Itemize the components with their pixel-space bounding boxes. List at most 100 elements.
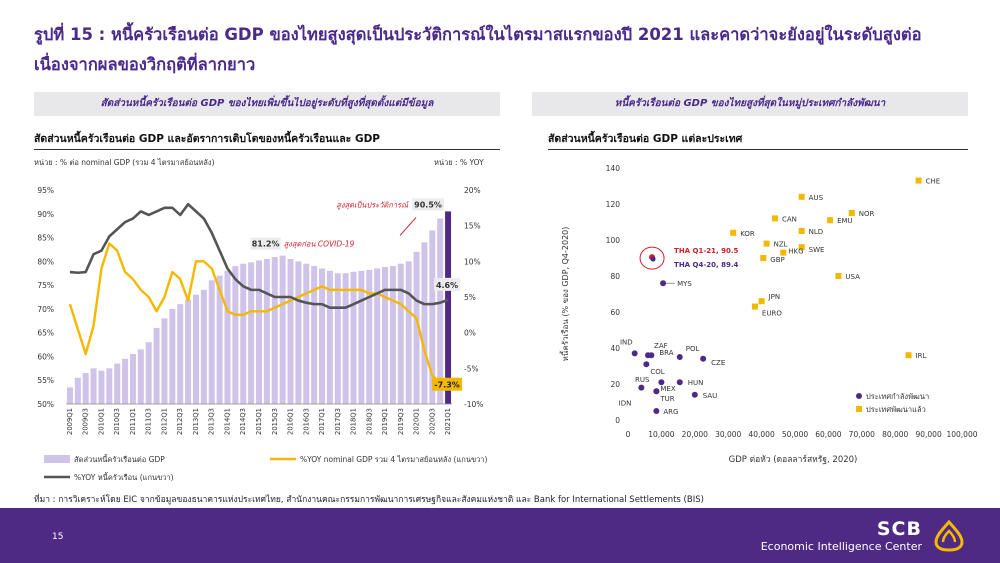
point-label: MEX [660,385,675,393]
point-label: ARG [663,408,678,416]
x-tick-label: 2014Q3 [239,408,247,435]
bar [389,266,396,404]
bar [382,267,389,404]
debt-yoy-line [69,202,449,309]
legend-swatch-developed [856,406,862,412]
point-developing [676,379,683,386]
y-right-tick-label: 5% [464,293,476,302]
point-label: COL [650,368,664,376]
y-right-tick-label: 0% [464,329,476,338]
point-label: RUS [635,376,650,384]
bar [311,266,318,404]
point-developed [758,298,765,305]
callout-bg-73 [432,377,463,391]
legend-label-developing: ประเทศกำลังพัฒนา [866,392,929,401]
bar [129,354,136,404]
bar [319,268,326,404]
x-tick-label: 50,000 [782,430,808,439]
point-label: SWE [809,246,825,254]
x-tick-label: 2010Q1 [97,408,105,435]
y-right-tick-label: -5% [464,364,479,373]
bar [421,242,428,404]
bar [405,261,412,404]
y-right-tick-label: -10% [464,400,483,409]
point-label: IND [620,338,633,346]
x-tick-label: 2017Q1 [318,408,326,435]
x-tick-label: 2017Q3 [334,408,342,435]
x-tick-label: 40,000 [748,430,774,439]
point-developed [751,303,758,310]
x-tick-label: 2012Q1 [160,408,168,435]
bar [358,270,365,404]
point-developing [653,388,660,395]
left-subhead: สัดส่วนหนี้ครัวเรือนต่อ GDP ของไทยเพิ่มข… [34,92,500,116]
x-tick-label: 2016Q1 [287,408,295,435]
x-tick-label: 20,000 [682,430,708,439]
point-label: NLD [809,228,824,236]
bar [366,269,373,404]
point-developed [905,352,912,359]
bar [437,218,444,404]
brand-subtitle: Economic Intelligence Center [760,540,922,553]
point-thailand-q4 [650,256,656,262]
x-tick-label: 2018Q1 [350,408,358,435]
y-tick-label: 60 [610,308,620,317]
point-developed [730,229,737,236]
point-label-thailand-q4: THA Q4-20, 89.4 [674,261,738,269]
bar [256,260,262,404]
y-tick-label: 0 [615,416,620,425]
x-tick-label: 2012Q3 [176,408,184,435]
bar [334,273,341,404]
bar [263,258,270,404]
x-tick-label: 90,000 [915,430,941,439]
callout-value-905: 90.5% [414,200,442,209]
point-label: HUN [688,379,704,387]
x-tick-label: 2011Q3 [145,408,153,435]
legend-swatch-developing [856,393,862,399]
bar [350,271,357,404]
callout-arrow [399,217,417,236]
bar [208,280,215,404]
footer-bar: 15 SCB Economic Intelligence Center [0,508,1000,563]
point-developed [798,193,805,200]
bar [342,273,349,404]
point-label: GBP [770,256,784,264]
scb-logo-icon [934,520,964,552]
y-left-tick-label: 50% [37,400,54,409]
right-subhead: หนี้ครัวเรือนต่อ GDP ของไทยสูงที่สุดในหม… [532,92,968,116]
point-label: ZAF [654,342,668,350]
point-developing [643,361,650,368]
bar [90,368,97,404]
point-label: SAU [703,392,718,400]
point-label: MYS [677,280,692,288]
legend-label-developed: ประเทศพัฒนาแล้ว [866,405,926,414]
combo-chart: 50% 55% 60% 65% 70% 75% 80% 85% 90% 95% -10% -5% 0% 5… [37,186,487,482]
bar [192,294,199,404]
x-tick-label: 2013Q3 [208,408,216,435]
right-unit-label: หน่วย : % YOY [434,158,484,167]
bar [145,342,152,404]
y-left-tick-label: 90% [37,210,54,219]
bar [240,263,247,404]
point-developed [798,244,805,251]
y-tick-label: 40 [610,344,620,353]
x-axis-title: GDP ต่อหัว (ดอลลาร์สหรัฐ, 2020) [729,454,858,465]
right-chart-title: สัดส่วนหนี้ครัวเรือนต่อ GDP แต่ละประเทศ [548,133,743,145]
callout-text-905: สูงสุดเป็นประวัติการณ์ [336,200,410,209]
y-left-tick-label: 75% [37,281,54,290]
callout-value-46: 4.6% [436,281,458,290]
bar [66,387,73,404]
legend-label-debt: %YOY หนี้ครัวเรือน (แกนขวา) [74,472,174,482]
point-developed [827,217,834,224]
y-tick-label: 20 [610,380,620,389]
x-tick-label: 2015Q3 [271,408,279,435]
point-label: NZL [774,241,788,249]
point-developing [658,379,665,386]
point-developing [638,384,645,391]
y-right-tick-label: 20% [464,186,481,195]
y-tick-label: 80 [610,272,620,281]
brand-name: SCB [876,518,922,540]
bar [397,263,404,404]
bar [413,251,420,404]
page-number: 15 [52,532,64,542]
